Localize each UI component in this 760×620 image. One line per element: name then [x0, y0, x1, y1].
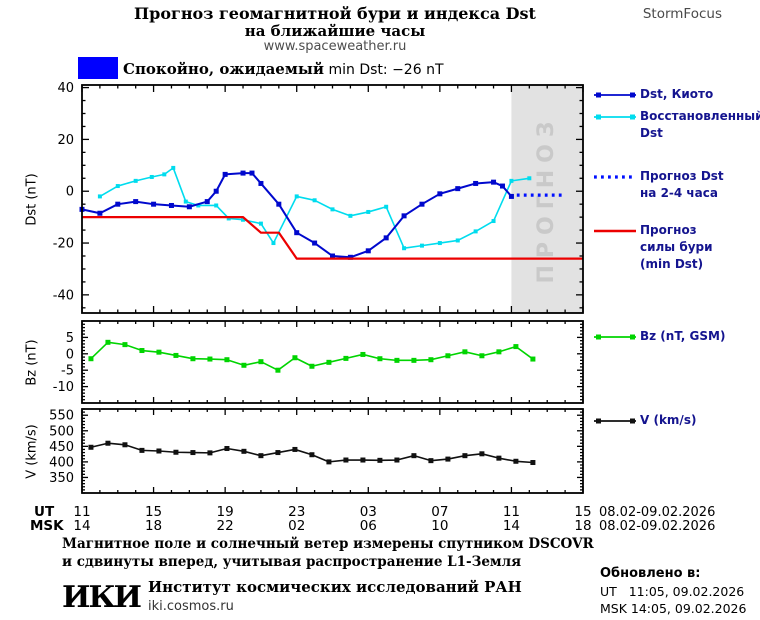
svg-text:MSK: MSK	[30, 518, 64, 534]
legend-swatch-marker-line	[594, 334, 636, 340]
svg-text:08.02-09.02.2026: 08.02-09.02.2026	[599, 505, 715, 520]
svg-text:07: 07	[431, 504, 448, 520]
data-source-note-line1: Магнитное поле и солнечный ветер измерен…	[62, 536, 594, 552]
data-source-note-line2: и сдвинуты вперед, учитывая распростране…	[62, 554, 522, 570]
svg-text:22: 22	[217, 518, 234, 534]
legend-item: Bz (nT, GSM)	[592, 328, 725, 345]
svg-text:ПРОГНОЗ: ПРОГНОЗ	[534, 114, 559, 283]
svg-text:0: 0	[66, 185, 74, 200]
svg-text:5: 5	[66, 331, 74, 346]
page-title: Прогноз геомагнитной бури и индекса Dst	[134, 4, 536, 23]
legend-label: V (km/s)	[640, 413, 697, 427]
legend-label: Восстановленный Dst	[640, 109, 760, 140]
svg-text:11: 11	[503, 504, 520, 520]
legend-swatch-line	[594, 229, 636, 233]
status-text: Спокойно, ожидаемый min Dst: −26 nT	[123, 59, 444, 78]
svg-text:18: 18	[145, 518, 162, 534]
dst-axis-label: Dst (nT)	[24, 173, 40, 226]
svg-text:08.02-09.02.2026: 08.02-09.02.2026	[599, 519, 715, 534]
legend-label: Прогноз Dst на 2-4 часа	[640, 169, 724, 200]
status-text-rest: min Dst: −26 nT	[324, 62, 444, 78]
legend-swatch-marker-line	[594, 114, 636, 120]
svg-text:-10: -10	[53, 380, 74, 395]
legend-label: Dst, Киото	[640, 87, 714, 101]
legend-item: Dst, Киото	[592, 86, 713, 103]
svg-text:14: 14	[73, 518, 90, 534]
svg-text:500: 500	[49, 424, 74, 439]
status-text-bold: Спокойно, ожидаемый	[123, 60, 325, 78]
brand-label: StormFocus	[642, 6, 722, 22]
svg-text:20: 20	[57, 133, 74, 148]
legend-swatch-marker-line	[594, 418, 636, 424]
legend-swatch-dotted	[594, 175, 636, 179]
institute-site-link: iki.cosmos.ru	[148, 599, 234, 614]
svg-text:06: 06	[360, 518, 377, 534]
svg-text:-5: -5	[61, 364, 74, 379]
updated-label: Обновлено в:	[600, 566, 701, 581]
svg-text:15: 15	[145, 504, 162, 520]
svg-text:40: 40	[57, 81, 74, 96]
svg-text:-40: -40	[53, 288, 74, 303]
legend-item: Прогноз Dst на 2-4 часа	[592, 168, 724, 202]
bz-axis-label: Bz (nT)	[24, 339, 40, 386]
svg-text:0: 0	[66, 347, 74, 362]
svg-text:400: 400	[49, 455, 74, 470]
updated-msk-time: MSK 14:05, 09.02.2026	[600, 601, 747, 616]
website-link: www.spaceweather.ru	[263, 39, 407, 54]
v-axis-label: V (km/s)	[24, 424, 40, 479]
svg-text:450: 450	[49, 440, 74, 455]
svg-text:-20: -20	[53, 237, 74, 252]
page-subtitle: на ближайшие часы	[244, 22, 426, 40]
svg-text:14: 14	[503, 518, 520, 534]
svg-text:11: 11	[73, 504, 90, 520]
svg-text:02: 02	[288, 518, 305, 534]
svg-text:18: 18	[574, 518, 591, 534]
updated-ut-time: UT 11:05, 09.02.2026	[600, 584, 745, 599]
status-indicator-box	[78, 57, 118, 79]
svg-text:550: 550	[49, 409, 74, 424]
institute-name: Институт космических исследований РАН	[148, 578, 522, 596]
legend-item: V (km/s)	[592, 412, 696, 429]
svg-text:10: 10	[431, 518, 448, 534]
legend-label: Прогноз силы бури (min Dst)	[640, 223, 713, 271]
svg-text:23: 23	[288, 504, 305, 520]
legend-item: Прогноз силы бури (min Dst)	[592, 222, 713, 273]
legend-swatch-marker-line	[594, 92, 636, 98]
svg-text:03: 03	[360, 504, 377, 520]
svg-text:350: 350	[49, 471, 74, 486]
iki-logo: ИКИ	[62, 580, 142, 615]
svg-text:19: 19	[217, 504, 234, 520]
svg-text:15: 15	[574, 504, 591, 520]
legend-item: Восстановленный Dst	[592, 108, 760, 142]
legend-label: Bz (nT, GSM)	[640, 329, 726, 343]
svg-text:UT: UT	[34, 504, 55, 520]
